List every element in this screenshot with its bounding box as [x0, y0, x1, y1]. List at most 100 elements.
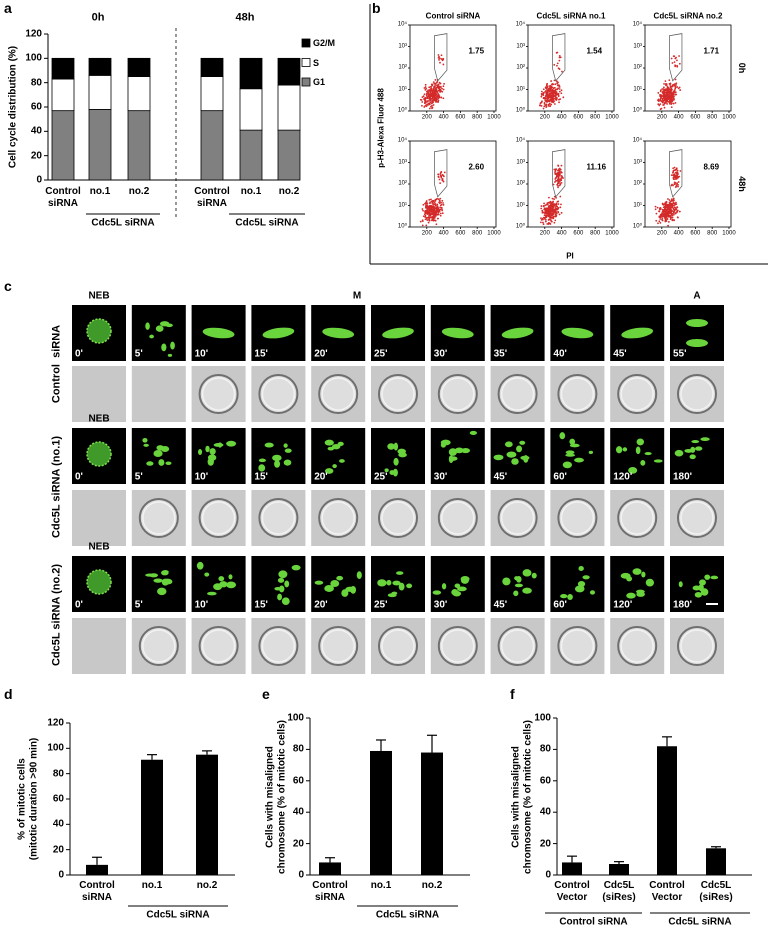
y-tick-label: 10⁴: [515, 21, 525, 28]
plot-frame: [527, 24, 615, 112]
cell-dot: [552, 83, 555, 86]
cell-dot: [676, 206, 679, 209]
chromosome-clump: [461, 447, 471, 454]
time-label: 180': [673, 599, 693, 611]
time-label: 48h: [235, 11, 255, 24]
cell-outline: [198, 498, 239, 538]
chromosomes: [384, 442, 407, 477]
chromosome-clump: [350, 586, 357, 594]
gate-percentage: 8.69: [703, 162, 720, 172]
chromosome-clump: [689, 454, 696, 460]
cell-dot: [666, 218, 669, 220]
cell-dot: [674, 171, 677, 174]
chromosomes: [432, 576, 470, 597]
chromosome-clump: [258, 458, 266, 463]
cell-dot: [672, 83, 675, 86]
fluorescence-frame: [550, 556, 605, 612]
cell-outline: [437, 374, 478, 414]
cell-dot: [555, 92, 558, 95]
cell-dot: [661, 98, 664, 101]
chromosome-clump: [284, 580, 290, 588]
chromosome-clump: [332, 464, 337, 469]
x-tick-label: 800: [590, 230, 601, 237]
fluorescence-frame: [550, 428, 605, 484]
chromosome-clump: [562, 461, 573, 469]
cell-dot: [555, 203, 558, 205]
cell-halo: [142, 501, 176, 535]
cell-dot: [430, 198, 432, 201]
chromosome-clump: [228, 574, 233, 580]
chromosome-clump: [281, 597, 290, 606]
cell-outline: [437, 626, 478, 666]
x-tick-label: 200: [539, 114, 550, 121]
x-tick-label: 600: [690, 114, 701, 121]
cell-dot: [431, 202, 434, 204]
cell-dot: [557, 211, 560, 214]
cell-outline: [138, 498, 179, 538]
cell-dot: [671, 93, 673, 96]
y-tick-label: 10⁴: [632, 137, 642, 144]
bar-segment: [88, 109, 112, 181]
bar: [562, 862, 582, 875]
chromosome-clump: [692, 585, 701, 591]
metaphase-plate: [501, 327, 534, 339]
bar-segment: [200, 57, 224, 77]
cell-outline: [677, 626, 717, 666]
metaphase-plate: [621, 327, 654, 339]
time-label: 30': [433, 599, 448, 611]
cell-dot: [669, 200, 672, 203]
cell-dot: [433, 206, 436, 208]
bar-segment: [88, 74, 112, 110]
cell-dot: [676, 86, 679, 88]
cell-dot: [426, 100, 428, 103]
cell-dot: [541, 100, 543, 103]
chromosomes: [202, 327, 235, 339]
cell-dot: [676, 216, 679, 219]
y-tick-label: 10¹: [516, 202, 525, 209]
chromosome-clump: [700, 588, 709, 596]
cell-dot: [558, 88, 561, 90]
y-tick-label: 0: [545, 869, 551, 881]
chromosome-clump: [636, 438, 645, 446]
legend-swatch: [301, 38, 311, 48]
cell-dot: [672, 211, 675, 214]
chromosome-clump: [569, 443, 580, 448]
cell-dot: [439, 61, 441, 64]
x-tick-label: no.1: [240, 186, 262, 197]
cell-dot: [434, 219, 437, 222]
cell-dot: [419, 220, 422, 223]
cell-dot: [438, 95, 441, 97]
nucleus: [86, 441, 112, 467]
cell-dot: [668, 211, 671, 214]
cell-dot: [424, 214, 427, 217]
cell-dot: [442, 97, 445, 100]
cell-dot: [671, 216, 674, 219]
chromosome-clump: [469, 430, 477, 435]
cell-dot: [437, 97, 440, 100]
cell-dot: [561, 175, 563, 178]
x-tick-label: 600: [455, 114, 466, 121]
cell-dot: [438, 86, 441, 89]
x-tick-label: 800: [590, 114, 601, 121]
legend-label: S: [313, 57, 320, 68]
cell-dot: [436, 100, 439, 103]
cell-dot: [431, 200, 434, 202]
cell-cloud: [654, 166, 682, 227]
chromosome-clump: [356, 571, 362, 579]
cell-dot: [432, 104, 435, 106]
cell-dot: [427, 212, 430, 214]
plot-frame: [409, 24, 497, 112]
x-tick-label: 800: [472, 230, 483, 237]
error-bar: [92, 856, 102, 865]
cell-dot: [663, 210, 666, 213]
chromosome-clump: [684, 448, 693, 453]
cell-dot: [431, 84, 434, 87]
cell-dot: [560, 181, 563, 184]
stage-label: M: [352, 290, 362, 302]
cell-dot: [665, 100, 668, 102]
cell-dot: [667, 90, 670, 93]
chromosomes: [274, 564, 301, 606]
cell-dot: [553, 198, 556, 201]
chromosome-clump: [691, 440, 700, 444]
cell-dot: [543, 102, 546, 104]
